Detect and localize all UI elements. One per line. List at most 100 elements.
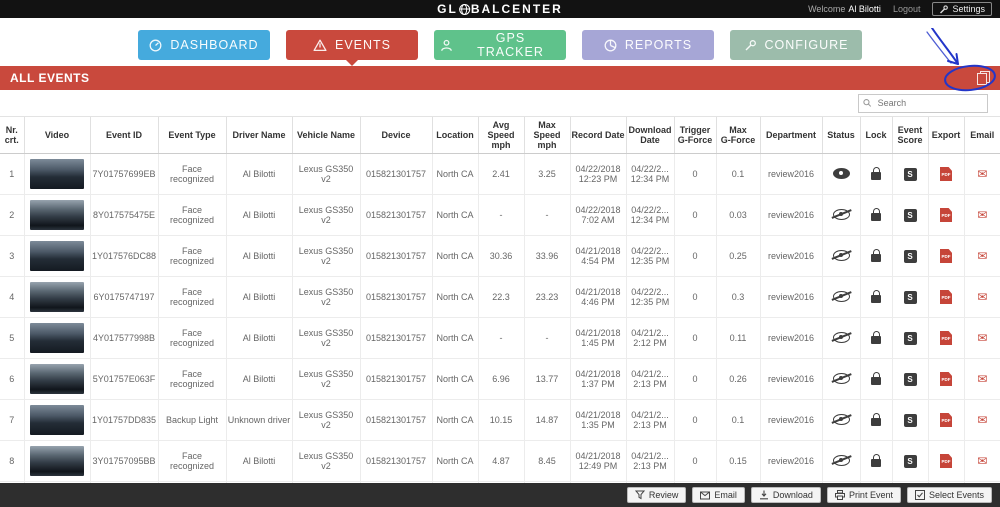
video-thumbnail[interactable] (30, 364, 84, 394)
row-number: 4 (0, 276, 25, 318)
email-icon[interactable]: ✉ (977, 167, 988, 181)
export-pdf-icon[interactable]: PDF (940, 454, 952, 468)
lock-icon[interactable] (871, 454, 881, 467)
avg-speed: 22.3 (478, 276, 525, 318)
eye-off-icon[interactable] (832, 413, 850, 425)
lock-icon[interactable] (871, 208, 881, 221)
eye-off-icon[interactable] (832, 208, 850, 220)
email-cell: ✉ (964, 399, 1000, 441)
video-thumbnail[interactable] (30, 323, 84, 353)
video-thumbnail[interactable] (30, 159, 84, 189)
review-button[interactable]: Review (626, 487, 687, 503)
eye-off-icon[interactable] (832, 249, 850, 261)
email-icon[interactable]: ✉ (977, 331, 988, 345)
eye-off-icon[interactable] (832, 454, 850, 466)
lock-icon[interactable] (871, 413, 881, 426)
event-type: Face recognized (158, 481, 227, 483)
print-event-button[interactable]: Print Event (826, 487, 901, 503)
email-cell: ✉ (964, 153, 1000, 195)
location: North CA (432, 276, 479, 318)
email-icon[interactable]: ✉ (977, 372, 988, 386)
export-cell: PDF (928, 235, 965, 277)
video-thumbnail[interactable] (30, 200, 84, 230)
export-events-icon[interactable] (977, 71, 990, 85)
email-icon[interactable]: ✉ (977, 208, 988, 222)
warning-triangle-icon (313, 39, 327, 51)
event-score-icon[interactable]: S (903, 249, 917, 263)
row-number: 2 (0, 194, 25, 236)
download-button[interactable]: Download (750, 487, 821, 503)
department: review2016 (760, 235, 823, 277)
lock-icon[interactable] (871, 290, 881, 303)
video-thumbnail[interactable] (30, 446, 84, 476)
driver-name: Al Bilotti (226, 235, 293, 277)
video-cell (24, 440, 91, 482)
download-date: 04/22/2... 12:34 PM (626, 153, 675, 195)
search-input[interactable] (875, 97, 983, 109)
lock-icon[interactable] (871, 167, 881, 180)
lock-cell (860, 358, 893, 400)
vehicle-name: Lexus GS350 v2 (292, 399, 361, 441)
export-pdf-icon[interactable]: PDF (940, 413, 952, 427)
eye-off-icon[interactable] (832, 331, 850, 343)
export-pdf-icon[interactable]: PDF (940, 167, 952, 181)
location: North CA (432, 153, 479, 195)
select-events-button[interactable]: Select Events (906, 487, 992, 503)
logout-link[interactable]: Logout (892, 4, 921, 14)
lock-cell (860, 153, 893, 195)
table-row: 5 4Y017577998B Face recognized Al Bilotti Le… (0, 317, 1000, 359)
video-thumbnail[interactable] (30, 241, 84, 271)
event-id: 4Y017577998B (90, 317, 159, 359)
event-type: Backup Light (158, 399, 227, 441)
status-cell (822, 399, 861, 441)
status-cell (822, 235, 861, 277)
email-icon[interactable]: ✉ (977, 249, 988, 263)
eye-off-icon[interactable] (832, 290, 850, 302)
lock-icon[interactable] (871, 331, 881, 344)
event-score-icon[interactable]: S (903, 290, 917, 304)
nav-gps-tracker[interactable]: GPS TRACKER (434, 30, 566, 60)
nav-dashboard[interactable]: DASHBOARD (138, 30, 270, 60)
download-date: 04/21/2... 2:13 PM (626, 358, 675, 400)
video-thumbnail[interactable] (30, 405, 84, 435)
settings-button[interactable]: Settings (932, 2, 992, 16)
max-g-force: 0.3 (716, 276, 761, 318)
video-thumbnail[interactable] (30, 282, 84, 312)
export-pdf-icon[interactable]: PDF (940, 372, 952, 386)
event-score-icon[interactable]: S (903, 454, 917, 468)
email-icon[interactable]: ✉ (977, 413, 988, 427)
device-id: 015821301757 (360, 235, 433, 277)
export-cell: PDF (928, 440, 965, 482)
event-score-icon[interactable]: S (903, 413, 917, 427)
email-cell: ✉ (964, 276, 1000, 318)
lock-cell (860, 317, 893, 359)
column-header: Location (432, 117, 479, 154)
email-icon[interactable]: ✉ (977, 290, 988, 304)
device-id: 015821301757 (360, 153, 433, 195)
export-cell: PDF (928, 317, 965, 359)
email-button[interactable]: Email (692, 487, 745, 503)
nav-reports[interactable]: REPORTS (582, 30, 714, 60)
export-pdf-icon[interactable]: PDF (940, 331, 952, 345)
event-score-icon[interactable]: S (903, 167, 917, 181)
export-pdf-icon[interactable]: PDF (940, 208, 952, 222)
nav-configure[interactable]: CONFIGURE (730, 30, 862, 60)
nav-label-gps-tracker: GPS TRACKER (477, 31, 544, 59)
event-score-icon[interactable]: S (903, 331, 917, 345)
export-pdf-icon[interactable]: PDF (940, 290, 952, 304)
driver-name: Al Bilotti (226, 276, 293, 318)
lock-icon[interactable] (871, 249, 881, 262)
event-score-icon[interactable]: S (903, 372, 917, 386)
trigger-g-force: 0 (674, 194, 717, 236)
event-score-icon[interactable]: S (903, 208, 917, 222)
max-g-force: 0.15 (716, 440, 761, 482)
export-pdf-icon[interactable]: PDF (940, 249, 952, 263)
email-icon[interactable]: ✉ (977, 454, 988, 468)
table-row: 7 1Y01757DD835 Backup Light Unknown driver L… (0, 399, 1000, 441)
nav-events[interactable]: EVENTS (286, 30, 418, 66)
eye-icon[interactable] (832, 167, 850, 179)
person-icon (441, 39, 452, 51)
video-cell (24, 153, 91, 195)
eye-off-icon[interactable] (832, 372, 850, 384)
lock-icon[interactable] (871, 372, 881, 385)
